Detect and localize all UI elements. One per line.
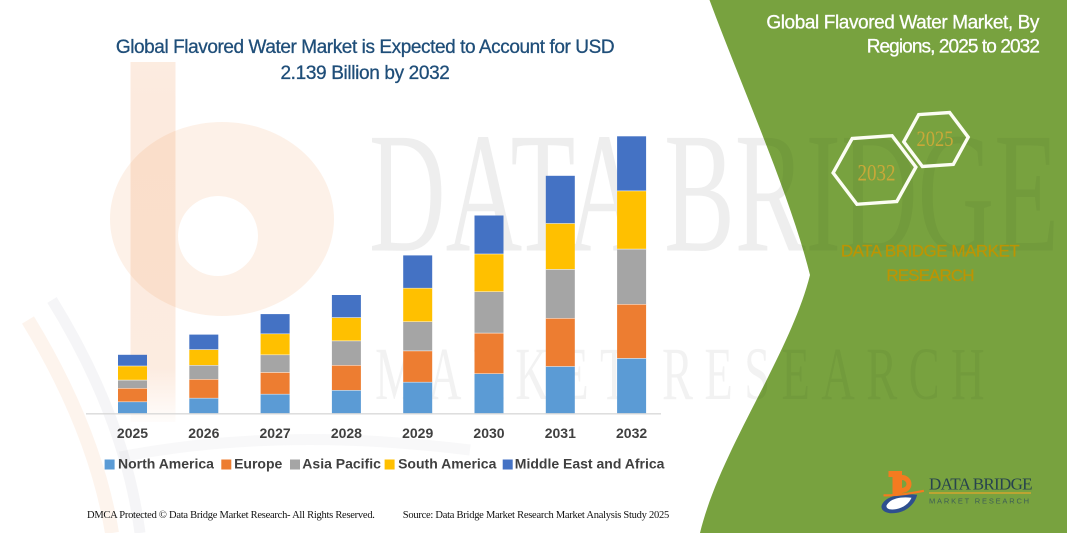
svg-text:Global Flavored Water Market,: Global Flavored Water Market, By <box>766 13 1040 34</box>
svg-text:Middle East and Africa: Middle East and Africa <box>515 456 665 472</box>
svg-text:2032: 2032 <box>858 161 896 186</box>
svg-text:MARKET RESEARCH: MARKET RESEARCH <box>929 497 1031 506</box>
svg-text:DATA BRIDGE MARKET: DATA BRIDGE MARKET <box>841 242 1019 261</box>
svg-text:DMCA Protected © Data Bridge M: DMCA Protected © Data Bridge Market Rese… <box>87 510 375 521</box>
svg-text:Regions, 2025 to 2032: Regions, 2025 to 2032 <box>867 37 1040 58</box>
svg-text:RESEARCH: RESEARCH <box>886 266 973 285</box>
svg-text:DATA BRIDGE: DATA BRIDGE <box>929 475 1032 494</box>
svg-text:Global Flavored Water Market i: Global Flavored Water Market is Expected… <box>116 37 614 58</box>
svg-text:Europe: Europe <box>234 456 282 472</box>
svg-text:Asia Pacific: Asia Pacific <box>302 456 381 472</box>
svg-text:2032: 2032 <box>616 425 647 441</box>
svg-text:2027: 2027 <box>260 425 291 441</box>
svg-text:2025: 2025 <box>917 126 954 151</box>
svg-text:South America: South America <box>398 456 496 472</box>
svg-text:2026: 2026 <box>188 425 219 441</box>
svg-text:2028: 2028 <box>331 425 362 441</box>
svg-text:2030: 2030 <box>473 425 504 441</box>
svg-text:2029: 2029 <box>402 425 433 441</box>
svg-text:North America: North America <box>118 456 214 472</box>
svg-text:2025: 2025 <box>117 425 148 441</box>
svg-text:Source: Data Bridge Market Res: Source: Data Bridge Market Research Mark… <box>403 510 669 521</box>
svg-text:2.139 Billion by 2032: 2.139 Billion by 2032 <box>280 63 449 84</box>
svg-text:2031: 2031 <box>545 425 576 441</box>
